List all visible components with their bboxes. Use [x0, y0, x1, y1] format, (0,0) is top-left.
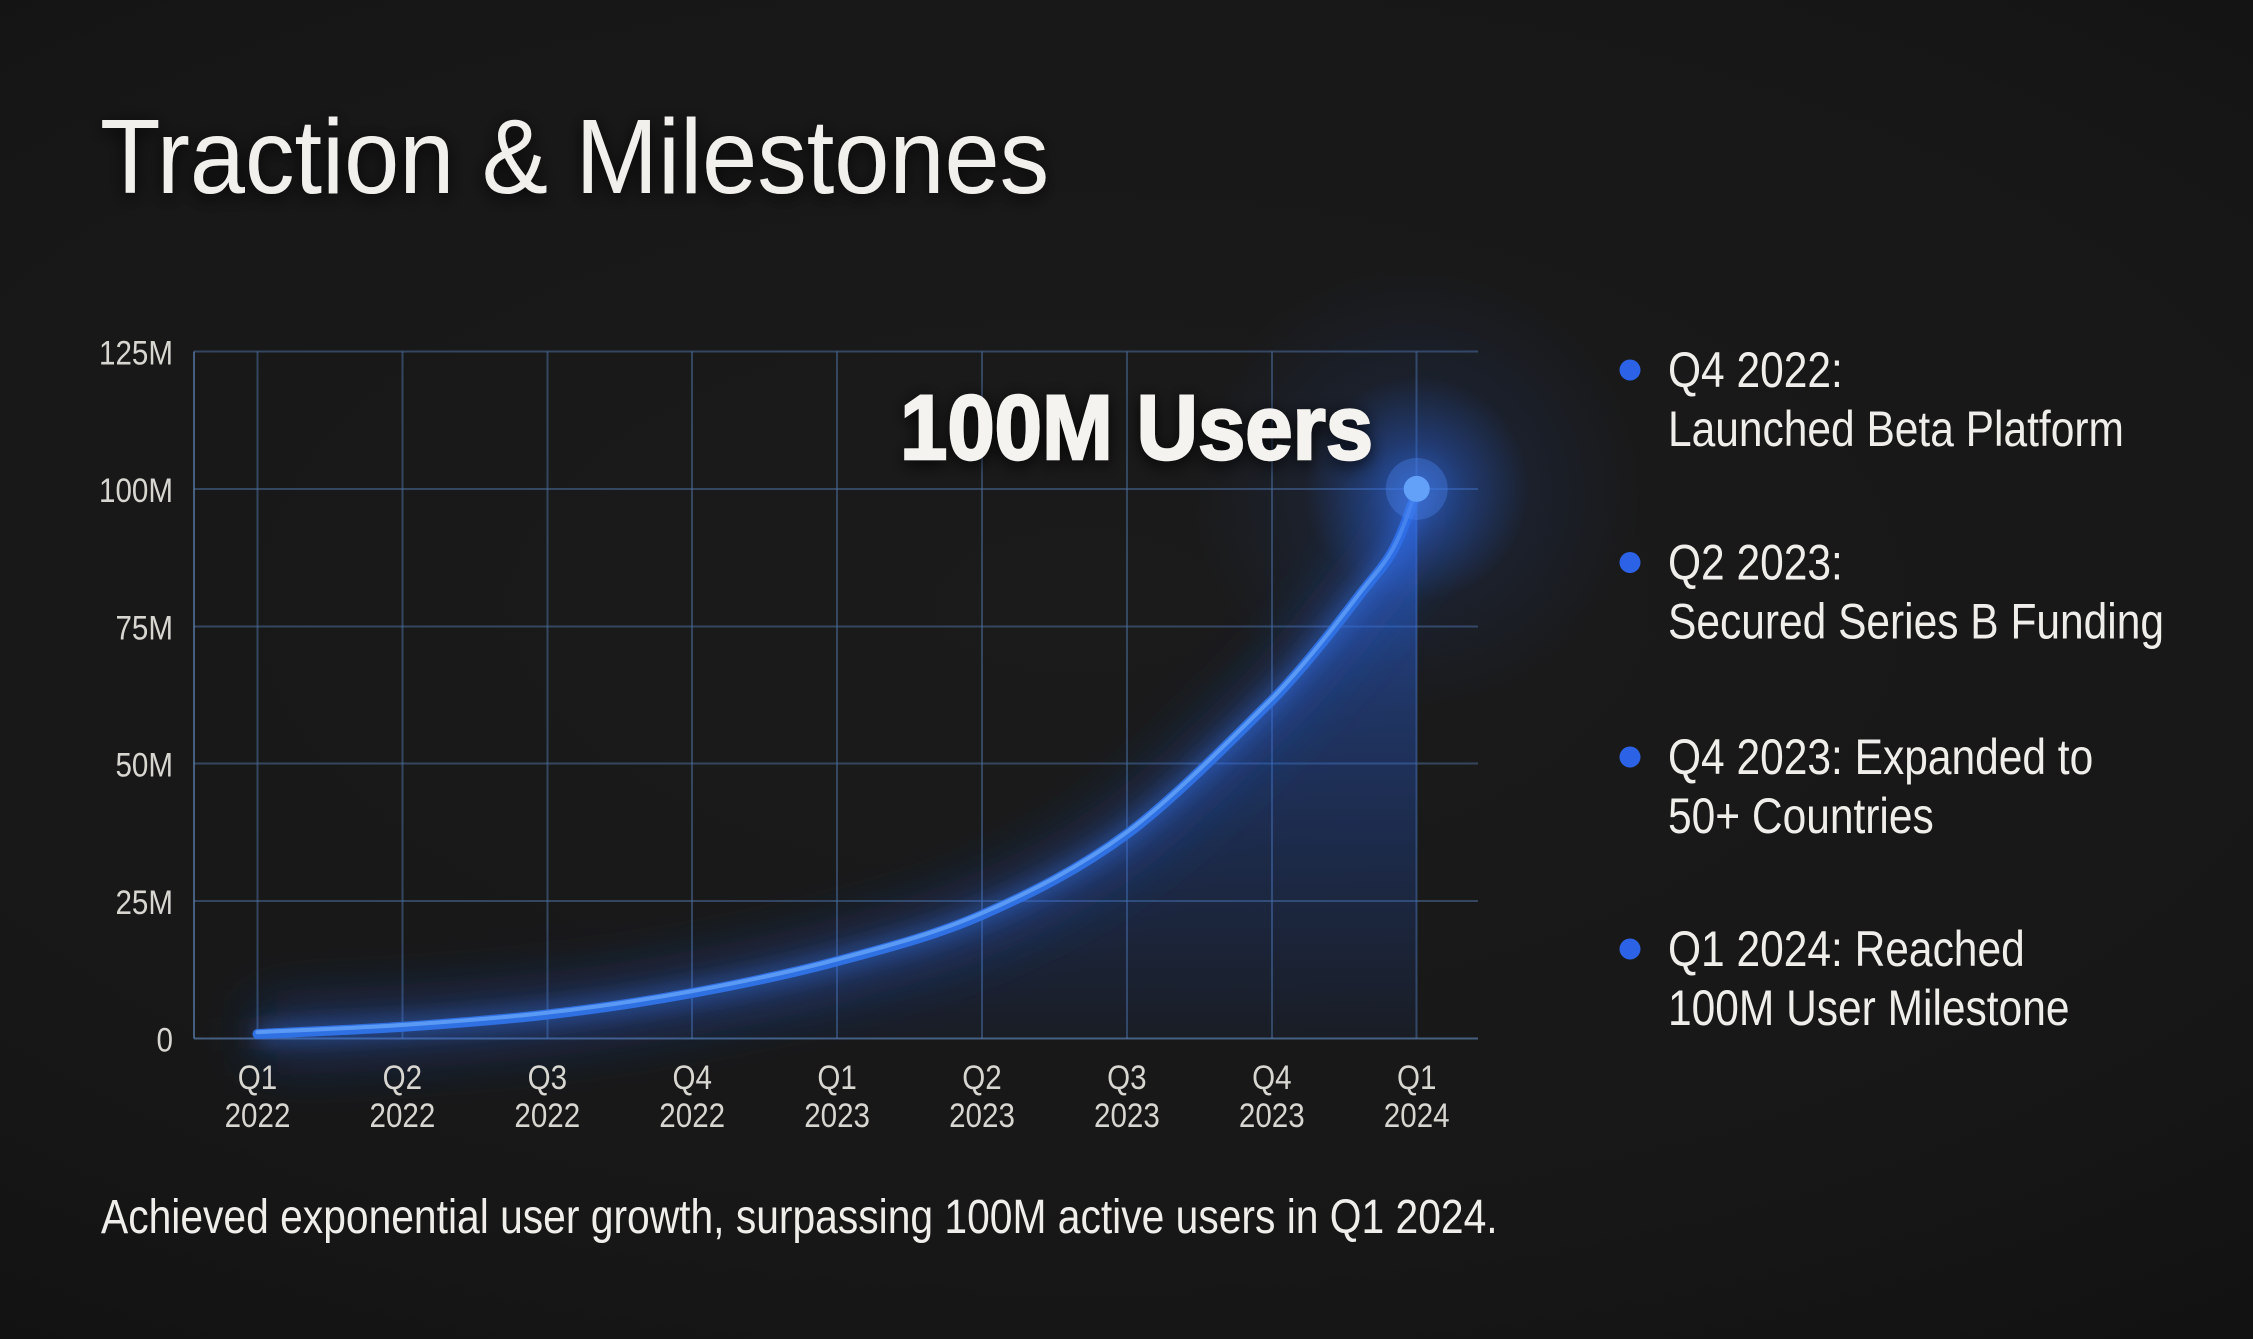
svg-text:Q3: Q3	[1107, 1058, 1146, 1096]
svg-text:125M: 125M	[99, 334, 173, 372]
svg-text:2022: 2022	[225, 1096, 291, 1134]
svg-text:Q4: Q4	[1252, 1058, 1291, 1096]
svg-text:Q4: Q4	[672, 1058, 711, 1096]
svg-text:Q2: Q2	[962, 1058, 1001, 1096]
svg-text:2022: 2022	[514, 1096, 580, 1134]
svg-text:Q2: Q2	[383, 1058, 422, 1096]
svg-text:100M User Milestone: 100M User Milestone	[1668, 980, 2069, 1036]
svg-text:50+ Countries: 50+ Countries	[1668, 788, 1934, 844]
svg-text:Achieved exponential user grow: Achieved exponential user growth, surpas…	[101, 1191, 1498, 1244]
svg-text:2022: 2022	[370, 1096, 436, 1134]
svg-text:100M: 100M	[99, 471, 173, 509]
svg-text:Q4 2023: Expanded to: Q4 2023: Expanded to	[1668, 729, 2093, 785]
svg-text:Q1: Q1	[238, 1058, 277, 1096]
svg-text:50M: 50M	[115, 746, 173, 784]
svg-text:2024: 2024	[1384, 1096, 1450, 1134]
svg-text:Q2 2023:: Q2 2023:	[1668, 534, 1843, 590]
svg-text:2023: 2023	[949, 1096, 1015, 1134]
svg-text:100M Users: 100M Users	[900, 376, 1373, 479]
svg-text:75M: 75M	[115, 608, 173, 646]
svg-text:0: 0	[157, 1020, 173, 1058]
svg-text:Q1: Q1	[817, 1058, 856, 1096]
svg-text:Secured Series B Funding: Secured Series B Funding	[1668, 593, 2164, 649]
svg-text:2023: 2023	[804, 1096, 870, 1134]
svg-text:Traction & Milestones: Traction & Milestones	[100, 97, 1049, 216]
svg-text:Q1: Q1	[1397, 1058, 1436, 1096]
svg-text:25M: 25M	[115, 883, 173, 921]
svg-text:Q1 2024: Reached: Q1 2024: Reached	[1668, 921, 2025, 977]
svg-text:2023: 2023	[1094, 1096, 1160, 1134]
svg-text:Q4 2022:: Q4 2022:	[1668, 342, 1843, 398]
svg-text:2022: 2022	[659, 1096, 725, 1134]
svg-text:Launched Beta Platform: Launched Beta Platform	[1668, 401, 2124, 457]
svg-text:2023: 2023	[1239, 1096, 1305, 1134]
svg-text:Q3: Q3	[528, 1058, 567, 1096]
